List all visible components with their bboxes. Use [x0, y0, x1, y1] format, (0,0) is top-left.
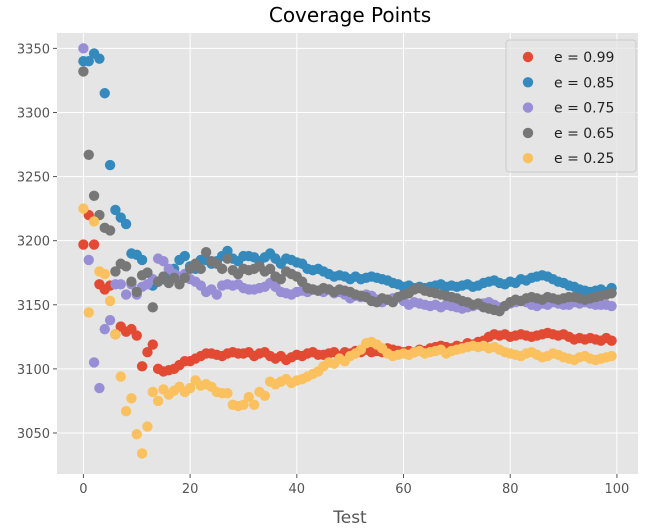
data-point: [179, 250, 190, 262]
data-point: [115, 371, 126, 382]
data-point: [195, 263, 206, 275]
data-point: [131, 286, 142, 298]
data-point: [110, 329, 121, 340]
data-point: [147, 302, 158, 313]
legend-label: e = 0.99: [554, 50, 614, 66]
data-point: [78, 43, 89, 54]
data-points: [78, 43, 617, 459]
x-axis-ticks: 0 20 40 60 80 100: [79, 474, 629, 497]
x-tick-label: 40: [289, 482, 306, 497]
data-point: [200, 247, 212, 258]
x-tick-label: 80: [502, 482, 519, 497]
legend-label: e = 0.85: [554, 75, 614, 91]
data-point: [136, 361, 148, 372]
data-point: [248, 399, 260, 410]
data-point: [83, 307, 94, 318]
data-point: [104, 295, 116, 307]
x-tick-label: 60: [395, 482, 412, 497]
data-point: [222, 253, 233, 264]
y-tick-label: 3350: [17, 42, 50, 57]
legend-marker: [522, 102, 534, 113]
x-tick-label: 100: [605, 482, 630, 497]
chart-title: Coverage Points: [269, 3, 431, 27]
data-point: [99, 268, 110, 280]
data-point: [216, 263, 228, 275]
data-point: [83, 254, 94, 266]
data-point: [99, 88, 110, 99]
data-point: [126, 276, 137, 287]
data-point: [94, 382, 105, 394]
legend-marker: [522, 51, 534, 63]
data-point: [110, 266, 121, 277]
data-point: [78, 203, 89, 214]
data-point: [211, 289, 222, 300]
data-point: [126, 393, 137, 404]
legend: e = 0.99 e = 0.85 e = 0.75 e = 0.65 e = 0.25: [505, 39, 637, 173]
y-tick-label: 3150: [17, 299, 50, 314]
data-point: [104, 159, 116, 171]
data-point: [606, 300, 617, 312]
legend-label: e = 0.75: [554, 101, 614, 117]
data-point: [142, 267, 153, 278]
data-point: [115, 279, 126, 290]
series-4: [78, 203, 617, 459]
legend-box: [505, 39, 637, 173]
y-tick-label: 3250: [17, 171, 50, 186]
data-point: [120, 261, 132, 272]
y-tick-label: 3200: [17, 235, 50, 250]
data-point: [147, 339, 158, 350]
data-point: [147, 386, 158, 398]
y-tick-label: 3050: [17, 427, 50, 442]
data-point: [88, 239, 100, 250]
data-point: [88, 190, 100, 202]
data-point: [88, 216, 100, 227]
y-tick-label: 3300: [17, 106, 50, 121]
data-point: [83, 56, 94, 67]
data-point: [238, 399, 249, 410]
data-point: [142, 347, 153, 358]
x-tick-label: 20: [182, 482, 199, 497]
data-point: [110, 204, 121, 216]
data-point: [158, 255, 169, 267]
data-point: [152, 395, 164, 407]
data-point: [222, 245, 233, 257]
data-point: [142, 421, 153, 432]
data-point: [88, 357, 100, 368]
series-3: [78, 66, 617, 317]
legend-marker: [522, 153, 534, 164]
data-point: [606, 335, 617, 346]
data-point: [243, 391, 254, 403]
data-point: [222, 388, 233, 399]
data-point: [120, 405, 132, 417]
data-point: [94, 53, 105, 64]
y-axis-ticks: 3050 3100 3150 3200 3250 3300 3350: [17, 42, 57, 442]
data-point: [131, 429, 142, 440]
legend-marker: [522, 127, 534, 139]
data-point: [131, 330, 142, 341]
data-point: [104, 225, 116, 236]
legend-label: e = 0.65: [554, 126, 614, 142]
x-tick-label: 0: [79, 482, 87, 497]
data-point: [120, 218, 132, 230]
x-axis-label: Test: [332, 508, 367, 528]
data-point: [136, 254, 148, 266]
data-point: [83, 149, 94, 160]
data-point: [264, 263, 276, 275]
data-point: [606, 350, 617, 362]
data-point: [184, 382, 196, 394]
data-point: [99, 323, 110, 335]
data-point: [259, 390, 271, 401]
legend-label: e = 0.25: [554, 151, 614, 167]
legend-marker: [522, 77, 534, 88]
data-point: [78, 66, 89, 77]
y-tick-label: 3100: [17, 363, 50, 378]
data-point: [120, 289, 132, 300]
data-point: [179, 272, 190, 284]
data-point: [104, 314, 116, 326]
data-point: [136, 448, 148, 459]
data-point: [275, 273, 287, 285]
data-point: [78, 239, 89, 250]
data-point: [606, 288, 617, 299]
